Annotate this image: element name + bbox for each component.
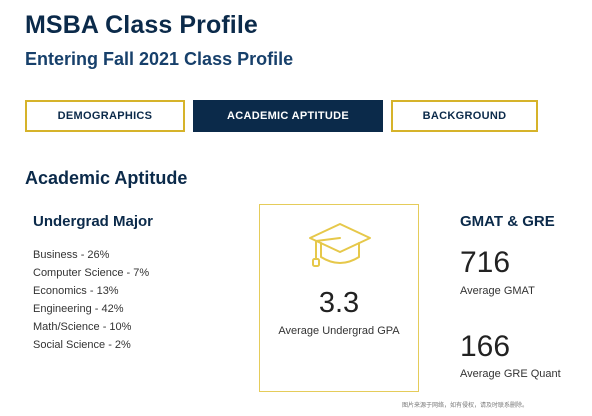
list-item: Math/Science - 10%	[33, 321, 132, 333]
list-item: Engineering - 42%	[33, 303, 124, 315]
gpa-value: 3.3	[318, 287, 360, 319]
undergrad-major-list: Business - 26% Computer Science - 7% Eco…	[33, 249, 149, 357]
gre-value: 166	[460, 330, 511, 363]
tab-academic-aptitude[interactable]: ACADEMIC APTITUDE	[193, 100, 383, 132]
list-item: Computer Science - 7%	[33, 267, 150, 279]
gmat-value: 716	[460, 246, 511, 279]
image-source-note: 图片来源于网络，如有侵权，请及时联系删除。	[401, 403, 528, 409]
gre-label: Average GRE Quant	[460, 368, 561, 380]
tab-background[interactable]: BACKGROUND	[391, 100, 538, 132]
profile-tabs: DEMOGRAPHICS ACADEMIC APTITUDE BACKGROUN…	[25, 100, 538, 132]
list-item: Business - 26%	[33, 249, 110, 261]
list-item: Economics - 13%	[33, 285, 119, 297]
graduation-cap-icon	[309, 223, 371, 267]
undergrad-major-heading: Undergrad Major	[33, 213, 154, 230]
page-subtitle: Entering Fall 2021 Class Profile	[25, 49, 294, 69]
tab-demographics[interactable]: DEMOGRAPHICS	[25, 100, 185, 132]
gmat-gre-heading: GMAT & GRE	[460, 213, 555, 230]
list-item: Social Science - 2%	[33, 339, 131, 351]
page-title: MSBA Class Profile	[25, 11, 258, 39]
gpa-label: Average Undergrad GPA	[278, 325, 400, 337]
gpa-card: 3.3 Average Undergrad GPA	[259, 204, 419, 392]
gmat-label: Average GMAT	[460, 285, 535, 297]
section-heading: Academic Aptitude	[25, 168, 188, 188]
